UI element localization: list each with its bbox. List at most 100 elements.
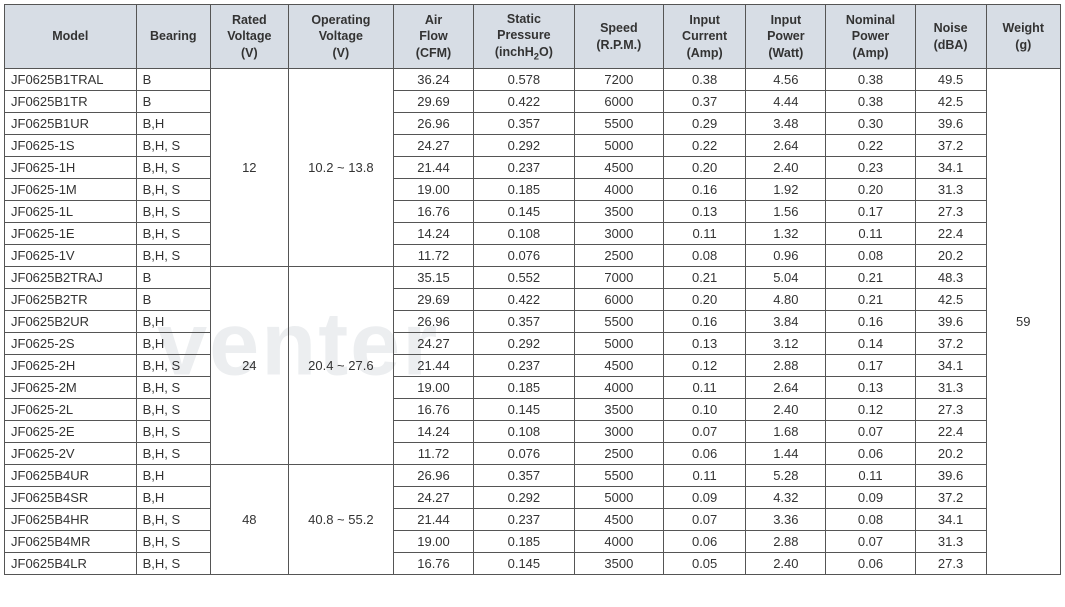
col-header-6: Speed(R.P.M.)	[574, 5, 663, 69]
cell-in_cur: 0.07	[663, 509, 745, 531]
cell-static: 0.422	[474, 91, 575, 113]
cell-bearing: B,H, S	[136, 201, 210, 223]
cell-model: JF0625-1M	[5, 179, 137, 201]
cell-nom_pow: 0.11	[826, 465, 915, 487]
cell-model: JF0625B4SR	[5, 487, 137, 509]
cell-model: JF0625-2E	[5, 421, 137, 443]
cell-in_pow: 3.84	[746, 311, 826, 333]
cell-in_cur: 0.20	[663, 157, 745, 179]
cell-static: 0.108	[474, 223, 575, 245]
table-row: JF0625B2TRB29.690.42260000.204.800.2142.…	[5, 289, 1061, 311]
cell-air: 26.96	[393, 113, 473, 135]
col-header-3: OperatingVoltage(V)	[288, 5, 393, 69]
cell-bearing: B,H, S	[136, 421, 210, 443]
cell-model: JF0625-1V	[5, 245, 137, 267]
cell-air: 29.69	[393, 91, 473, 113]
cell-static: 0.552	[474, 267, 575, 289]
cell-noise: 34.1	[915, 157, 986, 179]
cell-air: 19.00	[393, 531, 473, 553]
cell-nom_pow: 0.08	[826, 245, 915, 267]
cell-static: 0.357	[474, 311, 575, 333]
cell-in_cur: 0.11	[663, 465, 745, 487]
cell-static: 0.422	[474, 289, 575, 311]
cell-air: 26.96	[393, 465, 473, 487]
cell-nom_pow: 0.14	[826, 333, 915, 355]
cell-noise: 34.1	[915, 509, 986, 531]
cell-speed: 6000	[574, 289, 663, 311]
cell-speed: 3000	[574, 223, 663, 245]
cell-in_cur: 0.11	[663, 223, 745, 245]
cell-in_pow: 0.96	[746, 245, 826, 267]
table-row: JF0625B1URB,H26.960.35755000.293.480.303…	[5, 113, 1061, 135]
header-row: ModelBearingRatedVoltage(V)OperatingVolt…	[5, 5, 1061, 69]
cell-nom_pow: 0.06	[826, 443, 915, 465]
cell-in_cur: 0.12	[663, 355, 745, 377]
cell-noise: 39.6	[915, 465, 986, 487]
cell-bearing: B,H, S	[136, 223, 210, 245]
cell-nom_pow: 0.12	[826, 399, 915, 421]
cell-model: JF0625-2M	[5, 377, 137, 399]
cell-air: 36.24	[393, 69, 473, 91]
cell-in_pow: 4.56	[746, 69, 826, 91]
cell-static: 0.357	[474, 113, 575, 135]
cell-noise: 31.3	[915, 377, 986, 399]
cell-static: 0.145	[474, 399, 575, 421]
cell-noise: 31.3	[915, 179, 986, 201]
cell-model: JF0625B1TR	[5, 91, 137, 113]
cell-in_cur: 0.06	[663, 531, 745, 553]
cell-speed: 3500	[574, 399, 663, 421]
cell-speed: 2500	[574, 443, 663, 465]
cell-static: 0.145	[474, 553, 575, 575]
table-row: JF0625-1MB,H, S19.000.18540000.161.920.2…	[5, 179, 1061, 201]
cell-in_cur: 0.16	[663, 311, 745, 333]
cell-operating-voltage: 40.8 ~ 55.2	[288, 465, 393, 575]
cell-in_pow: 2.88	[746, 531, 826, 553]
table-row: JF0625B4LRB,H, S16.760.14535000.052.400.…	[5, 553, 1061, 575]
cell-model: JF0625-1H	[5, 157, 137, 179]
cell-static: 0.237	[474, 157, 575, 179]
cell-in_cur: 0.13	[663, 333, 745, 355]
cell-noise: 37.2	[915, 487, 986, 509]
cell-in_cur: 0.37	[663, 91, 745, 113]
cell-in_pow: 5.28	[746, 465, 826, 487]
cell-in_pow: 3.48	[746, 113, 826, 135]
col-header-2: RatedVoltage(V)	[210, 5, 288, 69]
cell-model: JF0625B4MR	[5, 531, 137, 553]
cell-noise: 22.4	[915, 421, 986, 443]
cell-air: 14.24	[393, 223, 473, 245]
cell-bearing: B	[136, 91, 210, 113]
cell-in_cur: 0.22	[663, 135, 745, 157]
cell-in_cur: 0.09	[663, 487, 745, 509]
cell-speed: 5500	[574, 113, 663, 135]
cell-static: 0.185	[474, 377, 575, 399]
cell-speed: 4500	[574, 157, 663, 179]
cell-in_pow: 3.36	[746, 509, 826, 531]
table-row: JF0625B2URB,H26.960.35755000.163.840.163…	[5, 311, 1061, 333]
cell-air: 11.72	[393, 443, 473, 465]
cell-bearing: B,H	[136, 465, 210, 487]
cell-model: JF0625B1TRAL	[5, 69, 137, 91]
cell-speed: 4000	[574, 377, 663, 399]
cell-noise: 42.5	[915, 289, 986, 311]
cell-in_pow: 3.12	[746, 333, 826, 355]
col-header-7: InputCurrent(Amp)	[663, 5, 745, 69]
cell-nom_pow: 0.23	[826, 157, 915, 179]
cell-air: 29.69	[393, 289, 473, 311]
cell-in_cur: 0.38	[663, 69, 745, 91]
cell-in_pow: 2.40	[746, 157, 826, 179]
cell-bearing: B,H, S	[136, 399, 210, 421]
cell-in_pow: 4.44	[746, 91, 826, 113]
cell-speed: 7000	[574, 267, 663, 289]
cell-static: 0.237	[474, 509, 575, 531]
cell-bearing: B,H, S	[136, 509, 210, 531]
cell-speed: 4500	[574, 355, 663, 377]
cell-speed: 4500	[574, 509, 663, 531]
cell-static: 0.237	[474, 355, 575, 377]
cell-static: 0.185	[474, 179, 575, 201]
col-header-5: StaticPressure(inchH2O)	[474, 5, 575, 69]
col-header-4: AirFlow(CFM)	[393, 5, 473, 69]
cell-noise: 48.3	[915, 267, 986, 289]
cell-nom_pow: 0.38	[826, 91, 915, 113]
cell-bearing: B,H, S	[136, 553, 210, 575]
cell-bearing: B,H, S	[136, 531, 210, 553]
